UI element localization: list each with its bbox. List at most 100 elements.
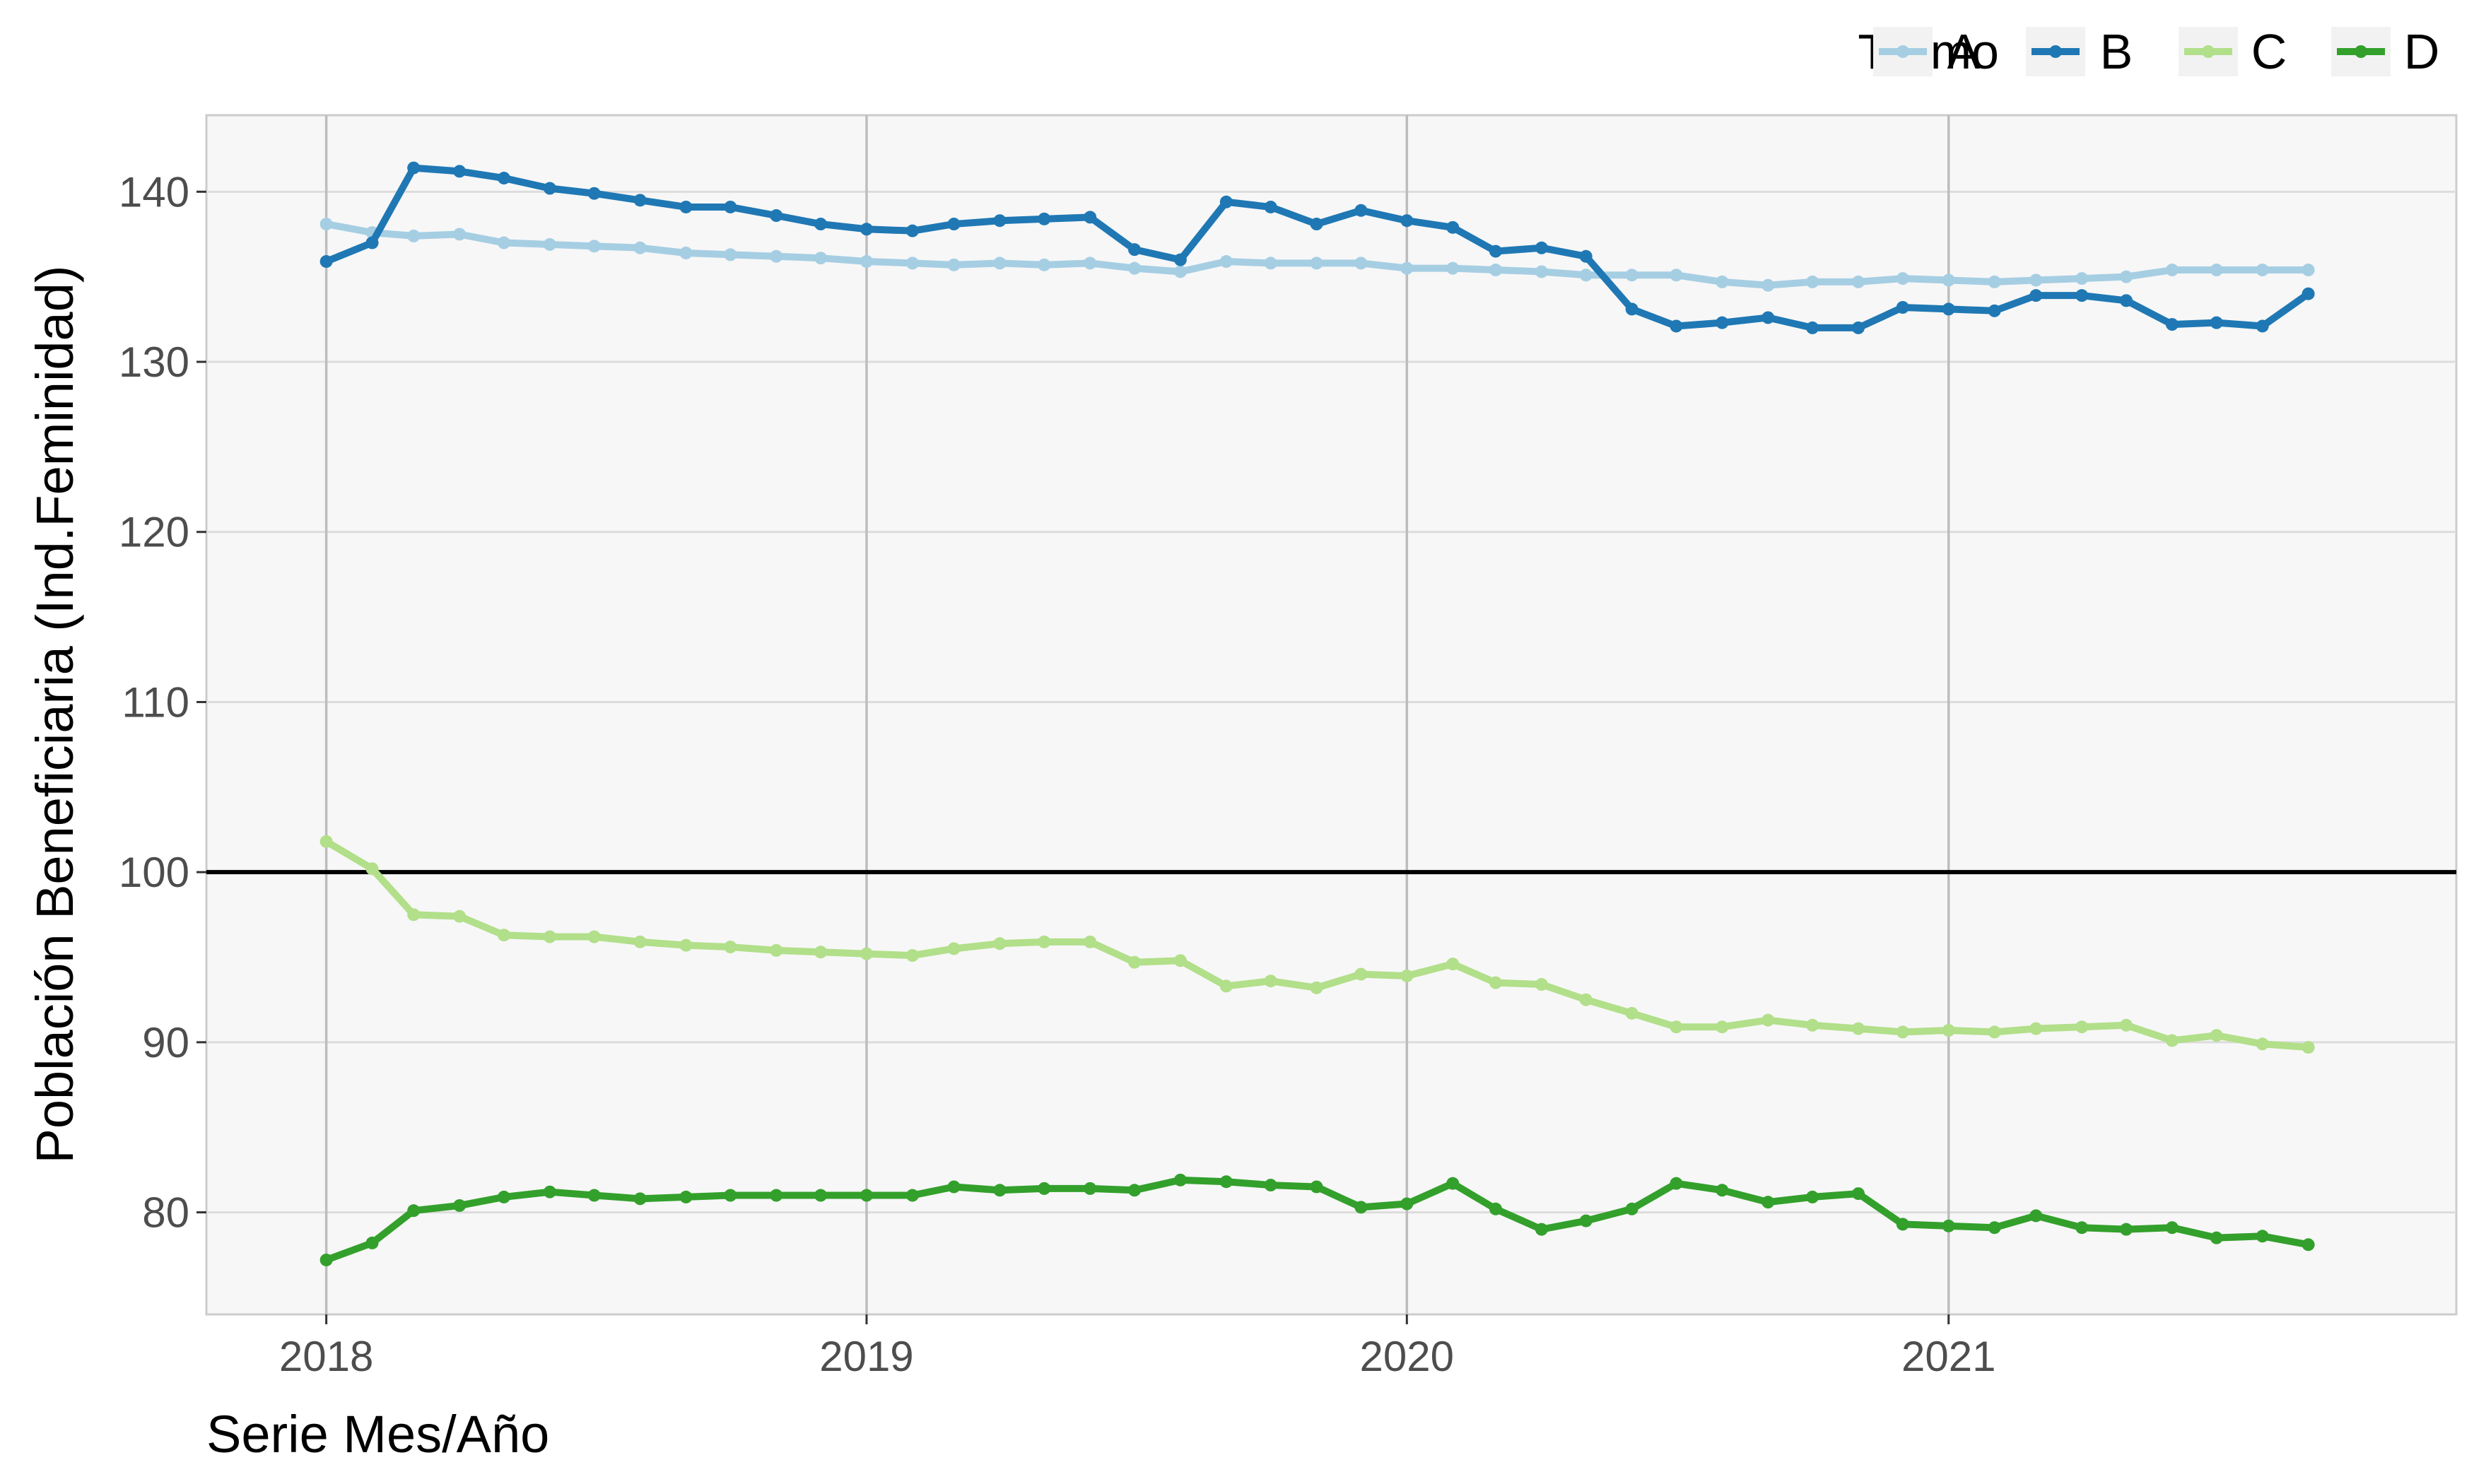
data-point — [814, 946, 828, 959]
data-point — [319, 255, 333, 269]
data-point — [365, 1236, 379, 1249]
data-point — [453, 165, 467, 178]
series-d — [319, 1173, 2315, 1266]
data-point — [1219, 979, 1233, 993]
data-point — [1942, 273, 1955, 287]
data-point — [1535, 265, 1548, 278]
data-point — [543, 182, 556, 195]
data-point — [2302, 264, 2315, 277]
data-point — [679, 200, 693, 213]
data-point — [679, 1190, 693, 1203]
data-point — [2165, 1034, 2179, 1047]
y-tick-label: 90 — [142, 1019, 189, 1066]
data-point — [1489, 264, 1502, 277]
data-point — [1579, 993, 1593, 1006]
y-tick-label: 80 — [142, 1189, 189, 1237]
data-point — [2075, 1221, 2089, 1235]
data-point — [1354, 204, 1368, 217]
data-point — [633, 1192, 647, 1206]
data-point — [2075, 289, 2089, 302]
y-tick-label: 120 — [119, 509, 189, 556]
data-point — [2029, 289, 2043, 302]
data-point — [814, 252, 828, 265]
data-point — [1670, 1020, 1683, 1034]
y-tick-label: 100 — [119, 849, 189, 896]
legend-key-point — [2355, 45, 2367, 58]
data-point — [407, 908, 421, 921]
data-point — [407, 161, 421, 175]
data-point — [1761, 1013, 1775, 1027]
data-point — [1716, 275, 1729, 288]
series-c — [319, 835, 2315, 1054]
data-point — [1173, 1173, 1187, 1186]
data-point — [2210, 264, 2223, 277]
data-point — [1625, 1202, 1638, 1215]
series-group — [319, 161, 2315, 1266]
data-point — [770, 943, 783, 957]
data-point — [814, 1189, 828, 1202]
data-point — [1354, 1201, 1368, 1214]
y-tick-label: 140 — [119, 168, 189, 216]
data-point — [2120, 1223, 2133, 1236]
legend-label: B — [2100, 24, 2133, 79]
data-point — [453, 1199, 467, 1212]
data-point — [365, 236, 379, 249]
data-point — [1173, 253, 1187, 266]
data-point — [1716, 1020, 1729, 1034]
x-tick-label: 2018 — [279, 1333, 373, 1380]
data-point — [1264, 200, 1277, 213]
data-point — [679, 938, 693, 952]
data-point — [1038, 935, 1051, 948]
legend-label: D — [2404, 24, 2440, 79]
data-point — [1806, 1018, 1819, 1032]
data-point — [1625, 269, 1638, 282]
legend-key-point — [2049, 45, 2062, 58]
axis-group: 80 90 100 110 120 130 140 2018 2019 2020 2021 — [119, 168, 1996, 1380]
data-point — [1535, 1223, 1548, 1236]
data-point — [407, 229, 421, 242]
data-point — [679, 246, 693, 259]
data-point — [1716, 316, 1729, 329]
data-point — [770, 209, 783, 223]
data-point — [1579, 1214, 1593, 1227]
data-point — [1400, 261, 1414, 275]
data-point — [2165, 318, 2179, 331]
data-point — [814, 218, 828, 231]
data-point — [587, 1189, 601, 1202]
series-b — [319, 161, 2315, 334]
data-point — [587, 187, 601, 200]
data-point — [1219, 195, 1233, 208]
data-point — [1127, 1184, 1141, 1197]
data-point — [1400, 214, 1414, 228]
data-point — [633, 194, 647, 207]
data-point — [1625, 1006, 1638, 1020]
data-point — [770, 249, 783, 263]
data-point — [1988, 1025, 2001, 1039]
data-point — [905, 1189, 919, 1202]
data-point — [905, 224, 919, 237]
data-point — [1446, 261, 1460, 275]
data-point — [1084, 1182, 1097, 1195]
data-point — [1851, 1187, 1865, 1201]
data-point — [1851, 275, 1865, 288]
data-point — [1942, 1024, 1955, 1037]
data-point — [1173, 265, 1187, 278]
data-point — [1851, 1022, 1865, 1035]
data-point — [1127, 243, 1141, 257]
legend-key-point — [1896, 45, 1909, 58]
legend-label: C — [2251, 24, 2287, 79]
data-point — [497, 929, 510, 942]
data-point — [1761, 311, 1775, 324]
data-point — [1896, 301, 1909, 314]
series-a — [319, 218, 2315, 292]
data-point — [497, 236, 510, 249]
data-point — [2302, 1041, 2315, 1054]
data-point — [1264, 1179, 1277, 1192]
data-point — [1084, 211, 1097, 224]
data-point — [1354, 257, 1368, 270]
data-point — [1761, 278, 1775, 292]
data-point — [2210, 316, 2223, 329]
data-point — [860, 223, 873, 236]
data-point — [1219, 255, 1233, 269]
